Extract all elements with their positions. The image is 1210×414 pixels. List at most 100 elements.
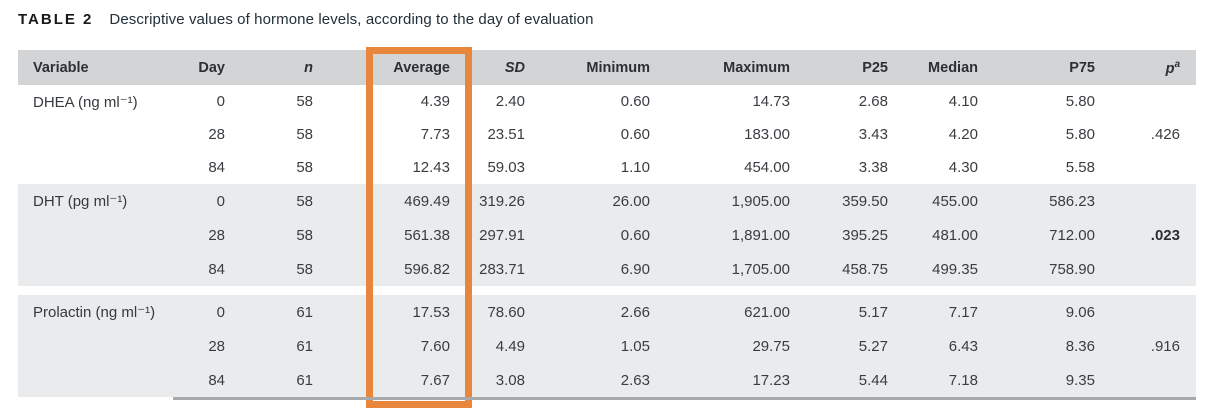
cell-p-value: .426 bbox=[1150, 126, 1180, 143]
table-row: 28 61 7.60 4.49 1.05 29.75 5.27 6.43 8.36 .916 bbox=[18, 329, 1196, 363]
cell-day: 0 bbox=[216, 93, 225, 110]
cell-median: 6.43 bbox=[948, 337, 978, 355]
cell-p25: 458.75 bbox=[842, 260, 888, 278]
column-header-sd: SD bbox=[504, 59, 525, 76]
cell-day: 0 bbox=[216, 192, 225, 210]
cell-maximum: 454.00 bbox=[744, 159, 790, 176]
cell-minimum: 2.66 bbox=[620, 303, 650, 321]
cell-p75: 9.06 bbox=[1065, 303, 1095, 321]
cell-variable: DHT (pg ml⁻¹) bbox=[33, 193, 128, 210]
cell-average: 17.53 bbox=[412, 303, 450, 321]
cell-maximum: 1,891.00 bbox=[731, 226, 790, 244]
cell-variable: DHEA (ng ml⁻¹) bbox=[33, 93, 138, 111]
cell-minimum: 1.05 bbox=[620, 337, 650, 355]
cell-day: 0 bbox=[216, 303, 225, 321]
cell-sd: 78.60 bbox=[487, 303, 525, 321]
cell-maximum: 183.00 bbox=[744, 126, 790, 143]
cell-median: 4.30 bbox=[948, 159, 978, 176]
cell-n: 58 bbox=[296, 192, 313, 210]
cell-sd: 297.91 bbox=[479, 226, 525, 244]
cell-sd: 23.51 bbox=[487, 126, 525, 143]
cell-p25: 3.43 bbox=[858, 126, 888, 143]
table-row: Prolactin (ng ml⁻¹) 0 61 17.53 78.60 2.66 621.… bbox=[18, 295, 1196, 329]
table-caption-text: Descriptive values of hormone levels, ac… bbox=[109, 11, 594, 28]
group-separator bbox=[18, 286, 1196, 295]
cell-minimum: 0.60 bbox=[620, 93, 650, 110]
cell-median: 4.10 bbox=[948, 93, 978, 110]
table-number-label: TABLE 2 bbox=[18, 11, 94, 28]
cell-n: 58 bbox=[296, 226, 313, 244]
cell-minimum: 1.10 bbox=[620, 159, 650, 176]
table-row: DHEA (ng ml⁻¹) 0 58 4.39 2.40 0.60 14.73 2.68 4.… bbox=[18, 85, 1196, 118]
table-row: 84 58 12.43 59.03 1.10 454.00 3.38 4.30 5.58 bbox=[18, 151, 1196, 184]
cell-p25: 5.17 bbox=[858, 303, 888, 321]
column-header-day: Day bbox=[198, 59, 225, 76]
cell-n: 58 bbox=[296, 93, 313, 110]
cell-minimum: 0.60 bbox=[620, 226, 650, 244]
table-row: 28 58 561.38 297.91 0.60 1,891.00 395.25 481.00… bbox=[18, 218, 1196, 252]
cell-day: 84 bbox=[208, 159, 225, 176]
cell-sd: 59.03 bbox=[487, 159, 525, 176]
hormone-levels-table: Variable Day n Average SD Minimum Maximum P25 Me… bbox=[18, 50, 1196, 397]
table-caption-row: TABLE 2 Descriptive values of hormone lev… bbox=[18, 11, 594, 29]
cell-p75: 9.35 bbox=[1065, 371, 1095, 389]
cell-p75: 5.80 bbox=[1065, 126, 1095, 143]
table-row: 84 58 596.82 283.71 6.90 1,705.00 458.75 499.35… bbox=[18, 252, 1196, 286]
cell-average: 561.38 bbox=[404, 226, 450, 244]
column-header-variable: Variable bbox=[33, 59, 89, 76]
cell-n: 61 bbox=[296, 371, 313, 389]
cell-p75: 712.00 bbox=[1049, 226, 1095, 244]
column-header-n: n bbox=[304, 59, 313, 76]
column-header-p25: P25 bbox=[862, 59, 888, 76]
cell-minimum: 6.90 bbox=[620, 260, 650, 278]
column-header-maximum: Maximum bbox=[723, 59, 790, 76]
cell-average: 12.43 bbox=[412, 159, 450, 176]
cell-median: 499.35 bbox=[932, 260, 978, 278]
cell-sd: 283.71 bbox=[479, 260, 525, 278]
cell-n: 61 bbox=[296, 303, 313, 321]
cell-p25: 3.38 bbox=[858, 159, 888, 176]
cell-n: 58 bbox=[296, 126, 313, 143]
cell-p75: 758.90 bbox=[1049, 260, 1095, 278]
cell-sd: 2.40 bbox=[495, 93, 525, 110]
cell-day: 28 bbox=[208, 226, 225, 244]
column-header-p: pa bbox=[1165, 58, 1180, 77]
cell-average: 7.67 bbox=[420, 371, 450, 389]
cell-minimum: 0.60 bbox=[620, 126, 650, 143]
cell-p75: 5.80 bbox=[1065, 93, 1095, 110]
column-header-minimum: Minimum bbox=[586, 59, 650, 76]
cell-maximum: 621.00 bbox=[744, 303, 790, 321]
cell-n: 61 bbox=[296, 337, 313, 355]
cell-n: 58 bbox=[296, 260, 313, 278]
cell-sd: 3.08 bbox=[495, 371, 525, 389]
table-row: 84 61 7.67 3.08 2.63 17.23 5.44 7.18 9.35 bbox=[18, 363, 1196, 397]
cell-maximum: 29.75 bbox=[752, 337, 790, 355]
cell-median: 7.17 bbox=[948, 303, 978, 321]
cell-p25: 359.50 bbox=[842, 192, 888, 210]
cell-maximum: 1,905.00 bbox=[731, 192, 790, 210]
column-header-p75: P75 bbox=[1069, 59, 1095, 76]
cell-minimum: 26.00 bbox=[612, 192, 650, 210]
cell-sd: 4.49 bbox=[495, 337, 525, 355]
cell-n: 58 bbox=[296, 159, 313, 176]
cell-day: 28 bbox=[208, 126, 225, 143]
cell-p25: 395.25 bbox=[842, 226, 888, 244]
table-header-row: Variable Day n Average SD Minimum Maximum P25 Me… bbox=[18, 50, 1196, 85]
cell-average: 7.73 bbox=[420, 126, 450, 143]
cell-median: 455.00 bbox=[932, 192, 978, 210]
cell-maximum: 17.23 bbox=[752, 371, 790, 389]
cell-average: 469.49 bbox=[404, 192, 450, 210]
cell-median: 481.00 bbox=[932, 226, 978, 244]
cell-maximum: 14.73 bbox=[752, 93, 790, 110]
cell-variable: Prolactin (ng ml⁻¹) bbox=[33, 304, 156, 321]
cell-p75: 586.23 bbox=[1049, 192, 1095, 210]
cell-sd: 319.26 bbox=[479, 192, 525, 210]
cell-p75: 5.58 bbox=[1065, 159, 1095, 176]
column-header-median: Median bbox=[928, 59, 978, 76]
cell-maximum: 1,705.00 bbox=[731, 260, 790, 278]
table-row: 28 58 7.73 23.51 0.60 183.00 3.43 4.20 5.80 .426 bbox=[18, 118, 1196, 151]
cell-average: 7.60 bbox=[420, 337, 450, 355]
cell-median: 7.18 bbox=[948, 371, 978, 389]
cell-p75: 8.36 bbox=[1065, 337, 1095, 355]
